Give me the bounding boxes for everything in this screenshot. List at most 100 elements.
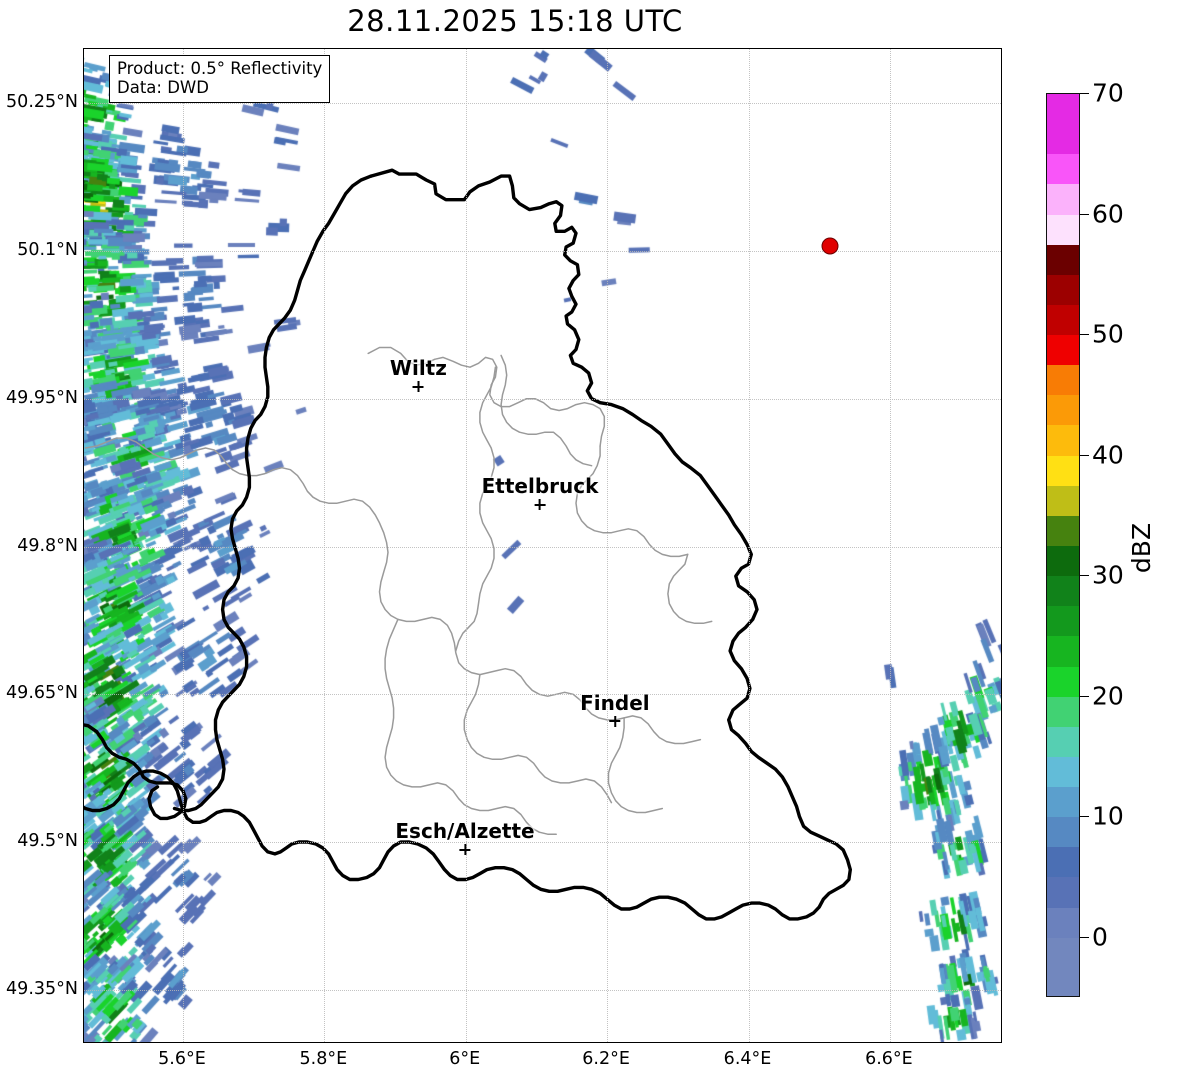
colorbar-band-9 xyxy=(1047,395,1079,427)
colorbar-band-16 xyxy=(1047,606,1079,637)
colorbar-tick-label-0: 70 xyxy=(1092,78,1124,108)
canton-boundary-9 xyxy=(384,618,557,835)
colorbar-band-23 xyxy=(1047,817,1079,848)
colorbar-band-5 xyxy=(1047,274,1079,306)
canton-boundary-1 xyxy=(84,437,399,621)
colorbar-band-15 xyxy=(1047,576,1079,607)
colorbar-tick-mark-5 xyxy=(1080,695,1089,697)
gridline-horizontal xyxy=(84,398,1001,400)
city-cross-icon xyxy=(459,844,471,855)
colorbar-band-4 xyxy=(1047,244,1079,276)
city-ettelbruck: Ettelbruck xyxy=(481,474,599,511)
colorbar-band-0 xyxy=(1047,94,1079,155)
colorbar-band-20 xyxy=(1047,726,1079,758)
radar-site-icon[interactable] xyxy=(821,237,839,255)
colorbar-band-6 xyxy=(1047,304,1079,336)
colorbar-band-11 xyxy=(1047,455,1079,487)
x-axis-tick-5: 6.6°E xyxy=(865,1049,913,1069)
colorbar-tick-mark-7 xyxy=(1080,936,1089,938)
colorbar-band-17 xyxy=(1047,636,1079,668)
x-axis-tick-3: 6.2°E xyxy=(582,1049,630,1069)
map-boundaries-layer xyxy=(84,168,852,921)
x-axis-tick-4: 6.4°E xyxy=(723,1049,772,1069)
colorbar-band-25 xyxy=(1047,877,1079,909)
colorbar-tick-label-7: 0 xyxy=(1092,922,1108,952)
colorbar-band-18 xyxy=(1047,666,1079,698)
colorbar-band-26 xyxy=(1047,907,1079,939)
canton-boundary-3 xyxy=(575,445,689,558)
x-axis-tick-1: 5.8°E xyxy=(299,1049,348,1069)
info-box: Product: 0.5° Reflectivity Data: DWD xyxy=(109,55,331,103)
colorbar-tick-mark-1 xyxy=(1080,213,1089,215)
city-findel: Findel xyxy=(580,691,650,727)
y-axis-tick-1: 50.1°N xyxy=(17,239,78,260)
canton-boundary-2 xyxy=(397,616,702,745)
colorbar-tick-mark-4 xyxy=(1080,575,1089,577)
gridline-horizontal xyxy=(84,694,1001,696)
map-clip: Wiltz Ettelbruck Findel Esch/Alzette xyxy=(84,49,1001,1042)
canton-boundary-4 xyxy=(500,354,593,467)
page-title: 28.11.2025 15:18 UTC xyxy=(347,4,683,38)
gridline-vertical xyxy=(465,49,467,1042)
gridline-horizontal xyxy=(84,989,1001,991)
canton-boundary-0 xyxy=(367,346,606,447)
x-axis-tick-0: 5.6°E xyxy=(158,1049,206,1069)
colorbar-band-8 xyxy=(1047,365,1079,396)
gridline-horizontal xyxy=(84,251,1001,252)
city-label: Ettelbruck xyxy=(481,474,599,499)
colorbar-band-10 xyxy=(1047,425,1079,457)
info-product-line: Product: 0.5° Reflectivity xyxy=(117,59,323,78)
colorbar-tick-label-4: 30 xyxy=(1092,560,1124,590)
gridline-horizontal xyxy=(84,103,1001,105)
colorbar-tick-label-5: 20 xyxy=(1092,681,1124,711)
colorbar-tick-mark-3 xyxy=(1080,454,1089,456)
colorbar-band-19 xyxy=(1047,696,1079,728)
colorbar-tick-label-2: 50 xyxy=(1092,319,1124,349)
gridline-vertical xyxy=(607,49,609,1042)
gridline-horizontal xyxy=(84,842,1001,843)
colorbar-band-3 xyxy=(1047,214,1079,246)
colorbar-band-13 xyxy=(1047,515,1079,547)
colorbar[interactable] xyxy=(1046,93,1080,997)
colorbar-band-27 xyxy=(1047,937,1079,996)
canton-boundary-6 xyxy=(667,553,713,625)
x-axis-tick-2: 6°E xyxy=(449,1049,481,1069)
colorbar-band-14 xyxy=(1047,546,1079,577)
colorbar-axis-label: dBZ xyxy=(1127,522,1156,574)
colorbar-band-7 xyxy=(1047,335,1079,366)
city-cross-icon xyxy=(412,381,424,392)
y-axis-tick-2: 49.95°N xyxy=(6,387,78,408)
colorbar-band-22 xyxy=(1047,787,1079,818)
colorbar-band-2 xyxy=(1047,184,1079,216)
national-border-belgium-france xyxy=(84,723,188,821)
city-label: Findel xyxy=(580,690,650,715)
colorbar-band-12 xyxy=(1047,485,1079,517)
gridline-vertical xyxy=(324,49,326,1042)
canton-boundary-7 xyxy=(607,717,664,814)
colorbar-tick-label-6: 10 xyxy=(1092,801,1124,831)
gridline-vertical xyxy=(748,49,750,1042)
radar-map-panel[interactable]: Wiltz Ettelbruck Findel Esch/Alzette Produc… xyxy=(83,48,1002,1043)
gridline-vertical xyxy=(183,49,184,1042)
y-axis-tick-0: 50.25°N xyxy=(6,92,78,113)
national-border-west xyxy=(172,174,373,813)
city-wiltz: Wiltz xyxy=(390,356,447,392)
city-label: Wiltz xyxy=(389,356,447,380)
y-axis-tick-3: 49.8°N xyxy=(17,535,78,556)
colorbar-tick-mark-2 xyxy=(1080,334,1089,336)
gridline-vertical xyxy=(889,49,891,1042)
city-label: Esch/Alzette xyxy=(395,819,535,843)
colorbar-band-24 xyxy=(1047,847,1079,879)
colorbar-tick-mark-0 xyxy=(1080,93,1089,94)
city-esch-alzette: Esch/Alzette xyxy=(395,819,535,855)
info-data-line: Data: DWD xyxy=(117,78,209,98)
y-axis-tick-6: 49.35°N xyxy=(6,978,78,999)
city-cross-icon xyxy=(609,715,621,727)
y-axis-tick-4: 49.65°N xyxy=(6,683,78,704)
gridline-horizontal xyxy=(84,546,1001,548)
canton-boundary-5 xyxy=(455,366,497,652)
city-cross-icon xyxy=(534,499,546,511)
colorbar-tick-label-1: 60 xyxy=(1092,199,1124,228)
y-axis-tick-5: 49.5°N xyxy=(17,831,78,852)
colorbar-tick-mark-6 xyxy=(1080,816,1089,818)
